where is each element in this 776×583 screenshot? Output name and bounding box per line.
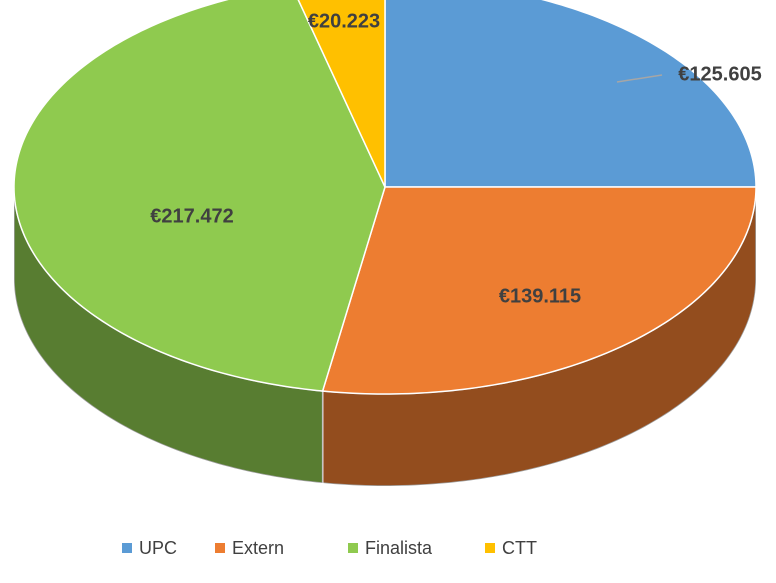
leader-line bbox=[616, 74, 663, 83]
slice-side-shade bbox=[322, 187, 756, 486]
legend-label: UPC bbox=[139, 538, 177, 558]
legend-marker bbox=[122, 543, 132, 553]
slice bbox=[13, 0, 386, 392]
legend-label: Extern bbox=[232, 538, 284, 558]
legend-marker bbox=[348, 543, 358, 553]
legend-label: CTT bbox=[502, 538, 537, 558]
slice-side-shade bbox=[14, 187, 323, 484]
legend-marker bbox=[215, 543, 225, 553]
value-label: €139.115 bbox=[499, 285, 581, 307]
value-label: €217.472 bbox=[150, 205, 233, 227]
value-label: €20.223 bbox=[308, 10, 380, 32]
slice bbox=[321, 186, 757, 395]
slice bbox=[384, 0, 757, 188]
value-label: €125.605 bbox=[678, 63, 761, 85]
legend-marker bbox=[485, 543, 495, 553]
slice bbox=[297, 0, 386, 188]
legend-label: Finalista bbox=[365, 538, 433, 558]
